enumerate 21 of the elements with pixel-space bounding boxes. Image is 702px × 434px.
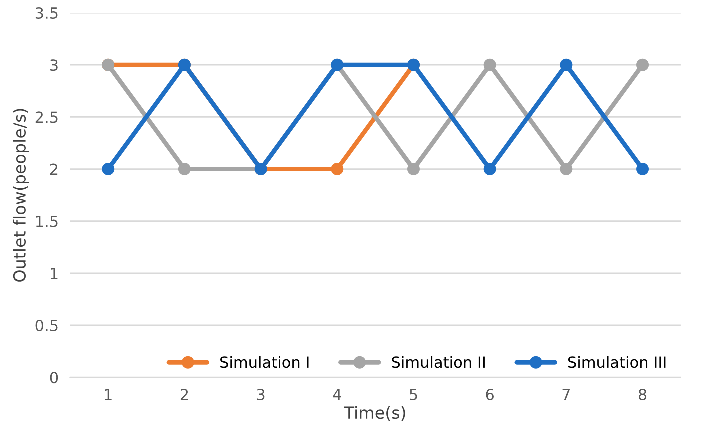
legend-label: Simulation II — [392, 356, 485, 368]
x-tick-label: 4 — [333, 389, 342, 400]
legend-label: Simulation III — [568, 356, 666, 368]
legend-label: Simulation I — [220, 356, 309, 368]
y-tick-label: 3.5 — [36, 7, 58, 20]
x-tick-label: 6 — [486, 388, 494, 401]
x-tick-label: 8 — [638, 388, 647, 401]
x-tick-label: 7 — [562, 389, 570, 400]
y-tick-label: 0 — [50, 372, 58, 384]
y-tick-label: 1 — [51, 268, 58, 280]
y-tick-label: 1.5 — [36, 216, 58, 228]
y-tick-label: 2.5 — [36, 112, 58, 124]
x-tick-label: 5 — [410, 389, 418, 401]
y-tick-label: 0.5 — [36, 320, 58, 332]
x-axis-title: Time(s) — [344, 406, 406, 422]
y-tick-label: 3 — [50, 60, 58, 72]
x-tick-label: 2 — [180, 388, 188, 400]
y-axis-title: Outlet flow(people/s) — [13, 109, 30, 282]
y-tick-label: 2 — [50, 164, 58, 176]
x-tick-label: 3 — [257, 388, 265, 401]
x-tick-label: 1 — [105, 389, 112, 400]
